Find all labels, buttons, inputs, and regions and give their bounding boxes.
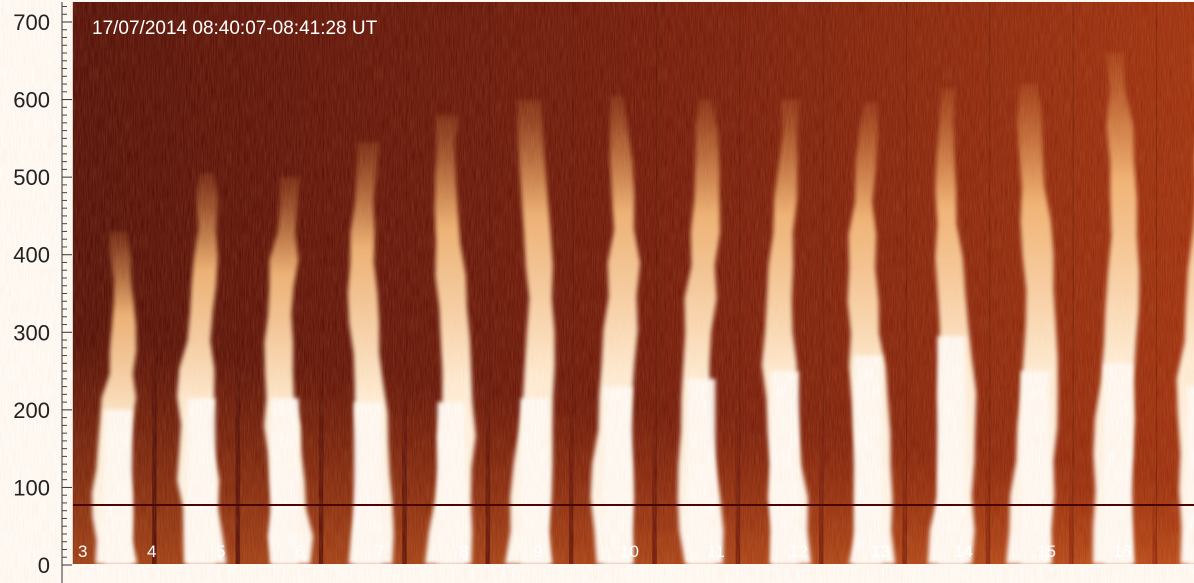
y-tick-label: 300 <box>13 320 50 345</box>
y-major-ticks <box>62 21 72 566</box>
frame-number-label: 3 <box>78 542 87 561</box>
frame-number-label: 12 <box>789 542 808 561</box>
y-tick-label: 400 <box>13 243 50 268</box>
frame-number-label: 6 <box>295 542 304 561</box>
frame-number-label: 4 <box>147 542 156 561</box>
timestamp-label: 17/07/2014 08:40:07-08:41:28 UT <box>92 18 378 39</box>
y-tick-label: 0 <box>38 553 50 578</box>
y-tick-label: 100 <box>13 475 50 500</box>
frame-number-label: 5 <box>216 542 225 561</box>
image-grain <box>73 2 1194 564</box>
y-minor-ticks <box>62 5 67 558</box>
frame-number-label: 15 <box>1037 542 1056 561</box>
frame-number-label: 8 <box>459 542 468 561</box>
frame-number-label: 14 <box>954 542 973 561</box>
y-tick-label: 500 <box>13 165 50 190</box>
frame-number-label: 16 <box>1113 542 1132 561</box>
frame-number-label: 11 <box>707 542 725 561</box>
frame-number-label: 10 <box>620 542 639 561</box>
frame-number-label: 9 <box>533 542 542 561</box>
y-tick-label: 600 <box>13 88 50 113</box>
y-tick-labels: 0 100 200 300 400 500 600 700 <box>13 10 50 578</box>
y-tick-label: 200 <box>13 398 50 423</box>
frame-number-label: 13 <box>871 542 890 561</box>
frame-number-labels: 3 4 5 6 7 8 9 10 11 12 13 14 15 16 <box>78 542 1132 561</box>
y-tick-label: 700 <box>13 10 50 35</box>
frame-number-label: 7 <box>375 542 384 561</box>
